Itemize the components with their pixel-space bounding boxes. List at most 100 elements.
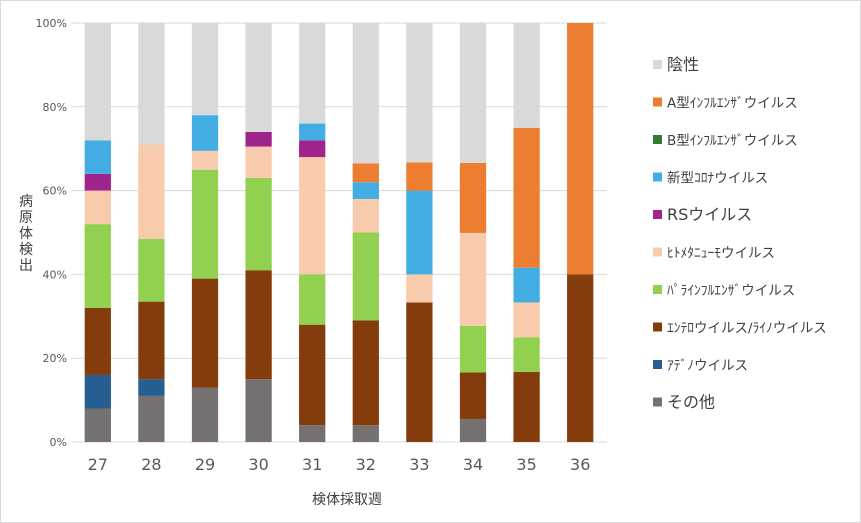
bar-segment xyxy=(84,173,111,191)
legend-swatch xyxy=(653,247,662,257)
legend-item: A型ｲﾝﾌﾙｴﾝｻﾞウイルス xyxy=(653,96,798,112)
bar-segment xyxy=(567,23,594,275)
bar-segment xyxy=(191,23,219,116)
bar-segment xyxy=(352,425,379,442)
x-tick-label: 36 xyxy=(570,455,590,474)
legend-swatch xyxy=(653,60,662,69)
x-tick-label: 32 xyxy=(356,455,376,474)
y-axis-title: 病原体検出 xyxy=(19,194,33,274)
legend-label: その他 xyxy=(667,393,715,412)
x-axis-title: 検体採取週 xyxy=(312,492,382,508)
legend-item: ｱﾃﾞﾉウイルス xyxy=(653,358,748,374)
legend-label: B型ｲﾝﾌﾙｴﾝｻﾞウイルス xyxy=(667,133,798,149)
bar-segment xyxy=(299,123,326,141)
legend-item: ﾋﾄﾒﾀﾆｭｰﾓウイルス xyxy=(653,246,775,262)
y-tick-label: 100% xyxy=(36,17,67,30)
bar-segment xyxy=(138,144,165,239)
legend-item: RSウイルス xyxy=(653,205,752,224)
bar-segment xyxy=(352,232,379,321)
x-tick-label: 31 xyxy=(302,455,322,474)
bar-segment xyxy=(84,224,111,308)
bar-segment xyxy=(191,115,219,151)
bar-segment xyxy=(406,274,433,303)
legend-swatch xyxy=(653,285,662,294)
y-axis-ticks: 0% 20% 40% 60% 80% 100% xyxy=(36,17,67,449)
x-tick-label: 33 xyxy=(409,455,429,474)
legend-label: ﾋﾄﾒﾀﾆｭｰﾓウイルス xyxy=(667,246,775,262)
legend-swatch xyxy=(653,210,662,219)
bar-segment xyxy=(245,131,272,147)
bar-segment xyxy=(513,337,540,373)
bar-segment xyxy=(513,372,540,442)
bar-segment xyxy=(352,23,379,164)
bar-segment xyxy=(245,379,272,442)
bar-segment xyxy=(459,418,487,442)
bar-segment xyxy=(406,302,433,442)
bar-segment xyxy=(459,372,487,419)
bar-segment xyxy=(191,278,219,388)
bar-segment xyxy=(459,23,487,163)
x-tick-label: 28 xyxy=(141,455,161,474)
bar-segment xyxy=(352,198,379,233)
bar-segment xyxy=(299,23,326,124)
legend-swatch xyxy=(653,360,662,369)
bar-segment xyxy=(84,374,111,409)
bar-segment xyxy=(406,23,433,163)
bar-segment xyxy=(138,395,165,442)
bar-segment xyxy=(245,270,272,380)
bar-segment xyxy=(245,178,272,271)
bar-segment xyxy=(459,162,487,233)
bar-segment xyxy=(299,425,326,442)
bar-segment xyxy=(84,307,111,375)
legend-swatch xyxy=(653,322,662,332)
bar-segment xyxy=(352,163,379,183)
legend-label: ｴﾝﾃﾛウイルス/ﾗｲﾉウイルス xyxy=(667,321,827,337)
bar-segment xyxy=(245,146,272,179)
bar-segment xyxy=(299,157,326,275)
legend-label: 新型ｺﾛﾅウイルス xyxy=(667,171,768,187)
bar-segment xyxy=(406,162,433,191)
bar-segment xyxy=(352,320,379,426)
y-tick-label: 80% xyxy=(43,101,67,114)
legend-item: ｴﾝﾃﾛウイルス/ﾗｲﾉウイルス xyxy=(653,321,827,337)
bar-segment xyxy=(406,190,433,275)
bar-segment xyxy=(191,387,219,442)
bar-segment xyxy=(138,379,165,396)
bar-segment xyxy=(84,140,111,174)
bar-segment xyxy=(567,274,594,442)
bar-segment xyxy=(513,302,540,338)
bars xyxy=(84,23,594,442)
bar-segment xyxy=(459,232,487,326)
legend-item: 新型ｺﾛﾅウイルス xyxy=(653,171,768,187)
bar-segment xyxy=(299,140,326,158)
bar-segment xyxy=(191,150,219,170)
x-tick-label: 35 xyxy=(516,455,536,474)
legend-swatch xyxy=(653,135,662,144)
bar-segment xyxy=(138,23,165,145)
bar-segment xyxy=(352,182,379,199)
bar-segment xyxy=(513,267,540,303)
x-tick-label: 27 xyxy=(88,455,108,474)
legend-swatch xyxy=(653,172,662,182)
x-axis-ticks: 27 28 29 30 31 32 33 34 35 36 xyxy=(88,455,591,474)
legend-item: その他 xyxy=(653,393,715,412)
bar-segment xyxy=(138,301,165,380)
bar-segment xyxy=(138,238,165,302)
bar-segment xyxy=(299,274,326,325)
legend-swatch xyxy=(653,97,662,107)
legend-label: RSウイルス xyxy=(667,205,752,224)
bar-segment xyxy=(84,408,111,442)
legend-item: 陰性 xyxy=(653,55,699,74)
legend-item: B型ｲﾝﾌﾙｴﾝｻﾞウイルス xyxy=(653,133,798,149)
legend-label: 陰性 xyxy=(667,55,699,74)
legend-label: A型ｲﾝﾌﾙｴﾝｻﾞウイルス xyxy=(667,96,798,112)
y-tick-label: 40% xyxy=(43,268,67,281)
bar-segment xyxy=(299,324,326,426)
bar-segment xyxy=(513,127,540,268)
bar-segment xyxy=(84,190,111,225)
y-tick-label: 20% xyxy=(43,352,67,365)
legend-label: ﾊﾟﾗｲﾝﾌﾙｴﾝｻﾞウイルス xyxy=(667,283,795,299)
